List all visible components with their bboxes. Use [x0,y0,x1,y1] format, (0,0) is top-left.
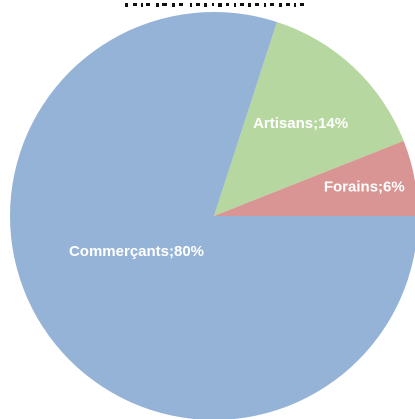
cropped-header-glyphs [125,0,304,7]
cropped-header-text [0,0,415,8]
data-label-forains: Forains;6% [324,178,405,195]
pie-labels: Commerçants;80% Artisans;14% Forains;6% [69,115,405,260]
data-label-artisans: Artisans;14% [253,115,348,132]
pie-slice-forains [214,140,415,216]
data-label-commercants: Commerçants;80% [69,243,204,260]
pie-slice-artisans [214,21,404,217]
pie-slices [10,12,415,419]
pie-slice-commercants [10,12,415,419]
